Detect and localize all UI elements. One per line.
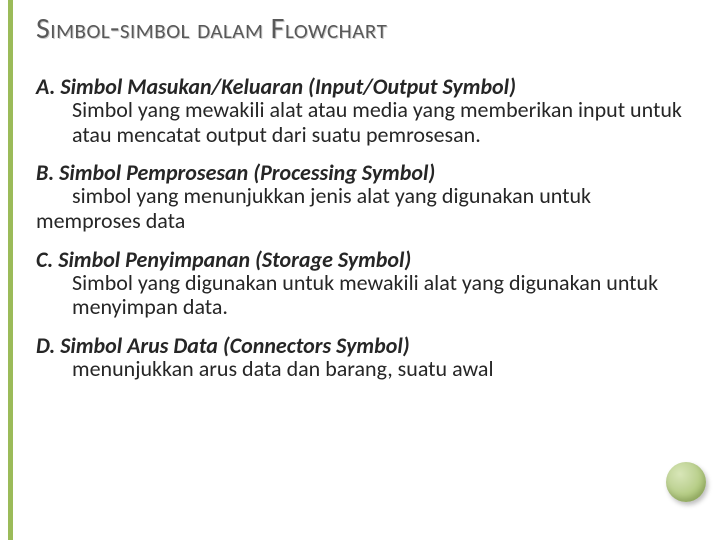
accent-left-border bbox=[8, 0, 13, 540]
section-c-heading: C. Simbol Penyimpanan (Storage Symbol) bbox=[36, 248, 692, 271]
section-b-body: simbol yang menunjukkan jenis alat yang … bbox=[36, 184, 692, 233]
section-a-heading: A. Simbol Masukan/Keluaran (Input/Output… bbox=[36, 75, 692, 98]
section-d-heading: D. Simbol Arus Data (Connectors Symbol) bbox=[36, 334, 692, 357]
section-b-text: simbol yang menunjukkan jenis alat yang … bbox=[36, 182, 591, 234]
section-b-heading: B. Simbol Pemprosesan (Processing Symbol… bbox=[36, 161, 692, 184]
section-b: B. Simbol Pemprosesan (Processing Symbol… bbox=[36, 161, 692, 233]
section-d-body: menunjukkan arus data dan barang, suatu … bbox=[36, 357, 692, 382]
section-a-body: Simbol yang mewakili alat atau media yan… bbox=[36, 98, 692, 147]
section-c: C. Simbol Penyimpanan (Storage Symbol) S… bbox=[36, 248, 692, 320]
section-a: A. Simbol Masukan/Keluaran (Input/Output… bbox=[36, 75, 692, 147]
decorative-circle-icon bbox=[666, 462, 706, 502]
section-c-body: Simbol yang digunakan untuk mewakili ala… bbox=[36, 271, 692, 320]
slide-content: Simbol-simbol dalam Flowchart A. Simbol … bbox=[0, 0, 720, 392]
section-d: D. Simbol Arus Data (Connectors Symbol) … bbox=[36, 334, 692, 382]
slide-title: Simbol-simbol dalam Flowchart bbox=[36, 10, 692, 47]
